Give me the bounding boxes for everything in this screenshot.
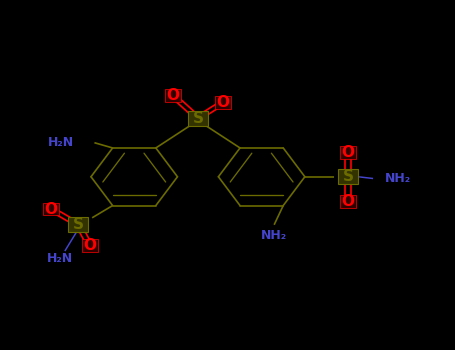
Text: O: O: [342, 145, 354, 160]
FancyBboxPatch shape: [68, 217, 88, 232]
FancyBboxPatch shape: [165, 89, 181, 102]
Text: S: S: [192, 111, 203, 126]
Text: S: S: [343, 169, 354, 184]
FancyBboxPatch shape: [340, 146, 356, 159]
Text: NH₂: NH₂: [384, 172, 410, 185]
FancyBboxPatch shape: [215, 96, 231, 109]
FancyBboxPatch shape: [340, 195, 356, 208]
FancyBboxPatch shape: [81, 239, 98, 252]
Text: O: O: [83, 238, 96, 253]
Text: O: O: [342, 194, 354, 209]
FancyBboxPatch shape: [188, 111, 208, 126]
Text: H₂N: H₂N: [48, 136, 74, 149]
Text: O: O: [167, 88, 179, 103]
FancyBboxPatch shape: [43, 203, 59, 215]
Text: NH₂: NH₂: [261, 229, 287, 242]
Text: H₂N: H₂N: [47, 252, 73, 265]
Text: O: O: [45, 202, 58, 217]
FancyBboxPatch shape: [338, 169, 358, 184]
Text: S: S: [73, 217, 84, 232]
Text: O: O: [217, 95, 229, 110]
